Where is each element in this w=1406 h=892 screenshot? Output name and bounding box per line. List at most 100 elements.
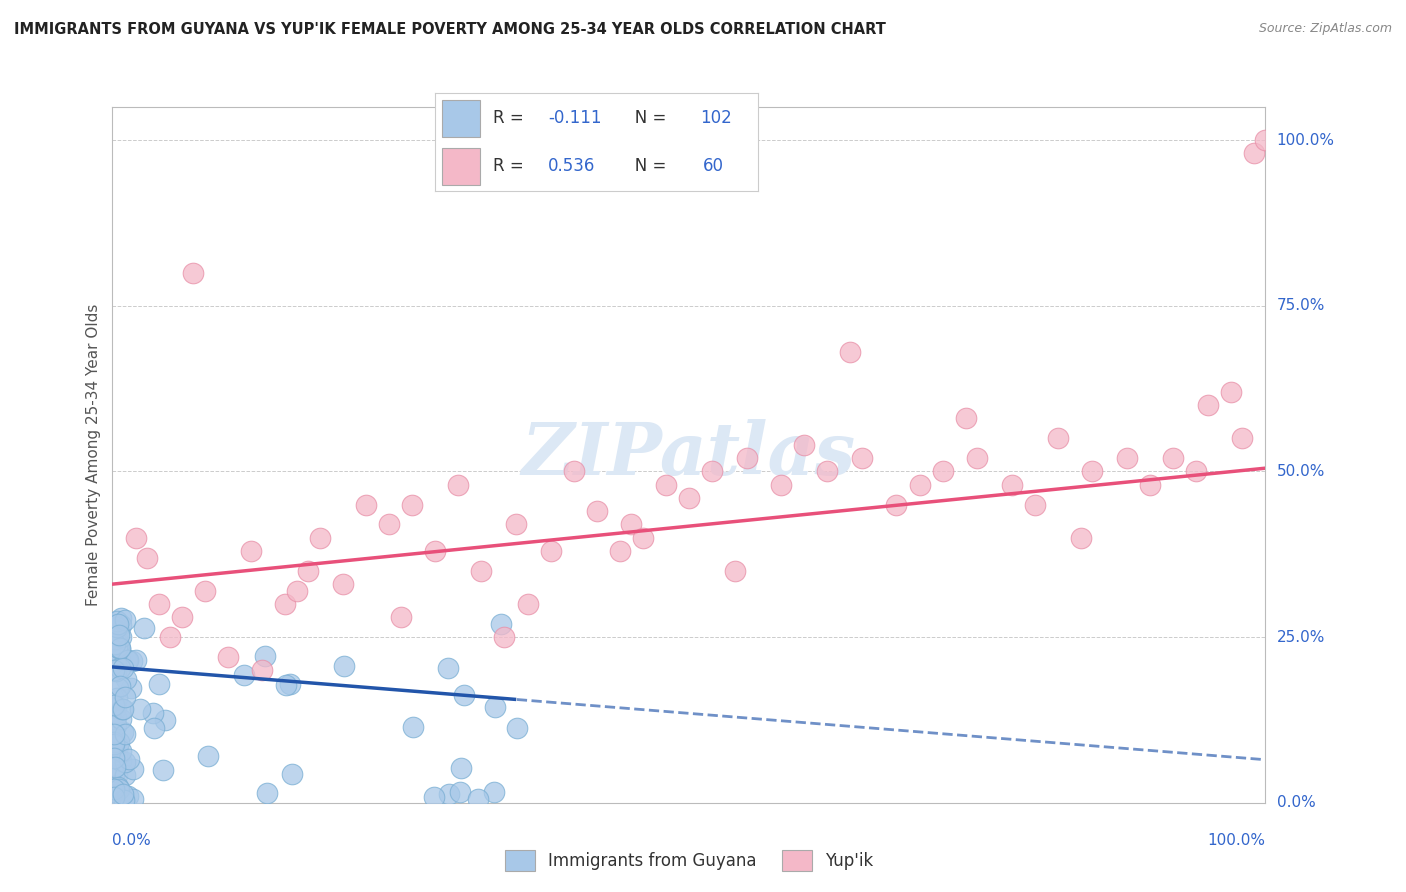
Point (470, 564, 492, 578)
Point (103, 663, 125, 677)
Point (121, 654, 143, 668)
Point (121, 792, 143, 806)
Point (105, 640, 128, 654)
Point (955, 411, 977, 425)
Point (194, 583, 217, 598)
Point (103, 782, 125, 797)
Point (839, 345, 862, 359)
Point (620, 517, 643, 532)
Point (124, 531, 146, 545)
Point (1254, 133, 1277, 147)
Point (285, 583, 308, 598)
Point (104, 760, 127, 774)
Point (105, 614, 128, 628)
Point (118, 752, 141, 766)
Point (851, 451, 873, 466)
Point (112, 787, 135, 801)
Point (103, 726, 125, 740)
Point (197, 749, 219, 764)
Point (104, 649, 127, 664)
Point (142, 722, 165, 736)
Point (378, 517, 401, 532)
Point (107, 681, 129, 695)
Point (256, 786, 278, 800)
Point (114, 727, 136, 741)
Point (770, 477, 793, 491)
Point (108, 661, 131, 675)
Point (105, 632, 128, 647)
Point (107, 780, 129, 795)
Text: ZIPatlas: ZIPatlas (522, 419, 856, 491)
Point (735, 451, 758, 466)
Point (110, 611, 132, 625)
Point (449, 785, 471, 799)
Point (402, 720, 425, 734)
Point (103, 735, 125, 749)
Point (233, 668, 256, 682)
Point (239, 544, 262, 558)
Point (107, 739, 129, 753)
Point (136, 550, 159, 565)
Point (103, 779, 125, 793)
Point (108, 641, 131, 656)
Point (129, 702, 152, 716)
Point (467, 792, 489, 806)
Point (112, 724, 135, 739)
Point (453, 688, 475, 702)
Point (114, 793, 136, 807)
Point (110, 755, 132, 769)
Point (540, 544, 562, 558)
Point (108, 679, 131, 693)
Point (103, 785, 125, 799)
Point (103, 731, 125, 746)
Point (112, 660, 135, 674)
Point (111, 702, 134, 716)
Point (132, 621, 155, 635)
Point (103, 698, 125, 713)
Point (1185, 465, 1208, 479)
Text: 75.0%: 75.0% (1277, 298, 1324, 313)
Point (484, 700, 506, 714)
Point (217, 650, 239, 665)
Point (115, 673, 138, 687)
Point (103, 750, 125, 764)
Point (815, 465, 838, 479)
Point (333, 658, 356, 673)
Point (450, 761, 472, 775)
Text: Source: ZipAtlas.com: Source: ZipAtlas.com (1258, 22, 1392, 36)
Point (181, 266, 204, 280)
Point (505, 517, 527, 532)
Point (1024, 498, 1046, 512)
Point (120, 681, 142, 695)
Point (110, 744, 132, 758)
Point (170, 610, 193, 624)
Point (1219, 384, 1241, 399)
Point (1243, 146, 1265, 161)
Text: 25.0%: 25.0% (1277, 630, 1324, 645)
Point (655, 477, 678, 491)
Point (1139, 477, 1161, 491)
Point (105, 691, 128, 706)
Point (114, 613, 136, 627)
Point (700, 465, 723, 479)
Point (793, 438, 815, 452)
Point (107, 639, 129, 653)
Point (107, 735, 129, 749)
Point (153, 713, 176, 727)
Point (609, 544, 631, 558)
Point (152, 763, 174, 777)
Point (1070, 531, 1092, 545)
Point (494, 630, 516, 644)
Point (104, 637, 127, 651)
Point (110, 712, 132, 726)
Point (631, 531, 654, 545)
Point (585, 504, 607, 518)
Point (104, 710, 127, 724)
Point (724, 564, 747, 578)
Point (484, 785, 506, 799)
Point (104, 618, 127, 632)
Point (931, 465, 953, 479)
Point (437, 661, 460, 675)
Point (125, 653, 148, 667)
Point (103, 737, 125, 751)
